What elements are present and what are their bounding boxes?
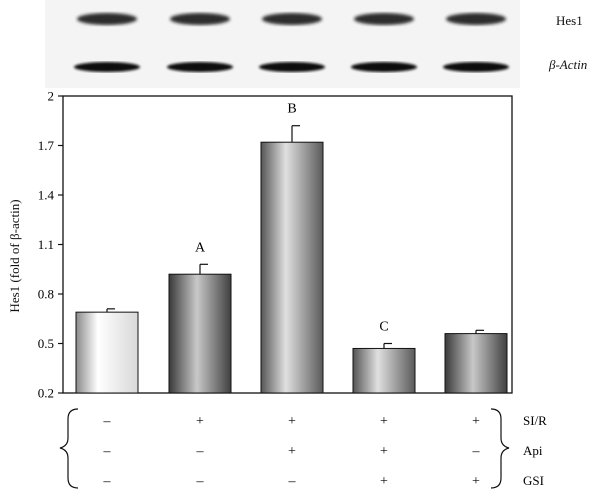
treatment-sign: +	[472, 474, 480, 489]
bar	[352, 347, 416, 394]
y-tick-label: 0.2	[38, 386, 54, 401]
treatment-label: Api	[523, 443, 543, 458]
western-blot-image	[45, 0, 520, 88]
actin-band	[351, 62, 417, 72]
hes1-band	[77, 13, 137, 25]
actin-band-row	[74, 62, 509, 72]
bar	[75, 311, 139, 394]
treatment-sign: +	[380, 444, 388, 459]
significance-letter: A	[195, 240, 206, 255]
bar	[168, 273, 232, 394]
treatment-label: GSI	[523, 473, 544, 488]
treatment-table: – + + + + SI/R – – + + – Api – – – + + GSI	[59, 408, 547, 489]
treatment-sign: –	[196, 474, 205, 489]
hes1-band-row	[77, 13, 506, 25]
treatment-sign: –	[472, 444, 481, 459]
treatment-sign: –	[103, 474, 112, 489]
left-brace	[59, 408, 79, 489]
actin-band	[443, 62, 509, 72]
treatment-sign: +	[288, 444, 296, 459]
y-tick-label: 1.7	[38, 138, 55, 153]
treatment-label: SI/R	[523, 413, 547, 428]
actin-band	[74, 62, 140, 72]
hes1-band	[170, 13, 230, 25]
treatment-sign: +	[472, 414, 480, 429]
hes1-band	[262, 13, 322, 25]
treatment-sign: –	[103, 414, 112, 429]
bar	[260, 141, 324, 394]
treatment-sign: –	[196, 444, 205, 459]
treatment-sign: +	[380, 414, 388, 429]
hes1-band	[354, 13, 414, 25]
blot-label-hes1: Hes1	[556, 13, 583, 28]
treatment-sign: –	[288, 474, 297, 489]
bar	[444, 333, 508, 394]
treatment-sign: +	[288, 414, 296, 429]
significance-letter: B	[287, 102, 296, 117]
y-tick-label: 1.4	[38, 188, 55, 203]
y-tick-label: 1.1	[38, 237, 54, 252]
actin-band	[167, 62, 233, 72]
treatment-sign: +	[380, 474, 388, 489]
significance-letter: C	[379, 320, 388, 335]
y-tick-label: 0.5	[38, 336, 54, 351]
treatment-sign: +	[196, 414, 204, 429]
right-brace	[490, 408, 510, 489]
y-tick-label: 2	[48, 89, 55, 104]
actin-band	[259, 62, 325, 72]
treatment-sign: –	[103, 444, 112, 459]
blot-label-actin: β-Actin	[549, 57, 588, 72]
hes1-band	[446, 13, 506, 25]
bars: A B C	[75, 102, 508, 394]
y-tick-label: 0.8	[38, 287, 54, 302]
